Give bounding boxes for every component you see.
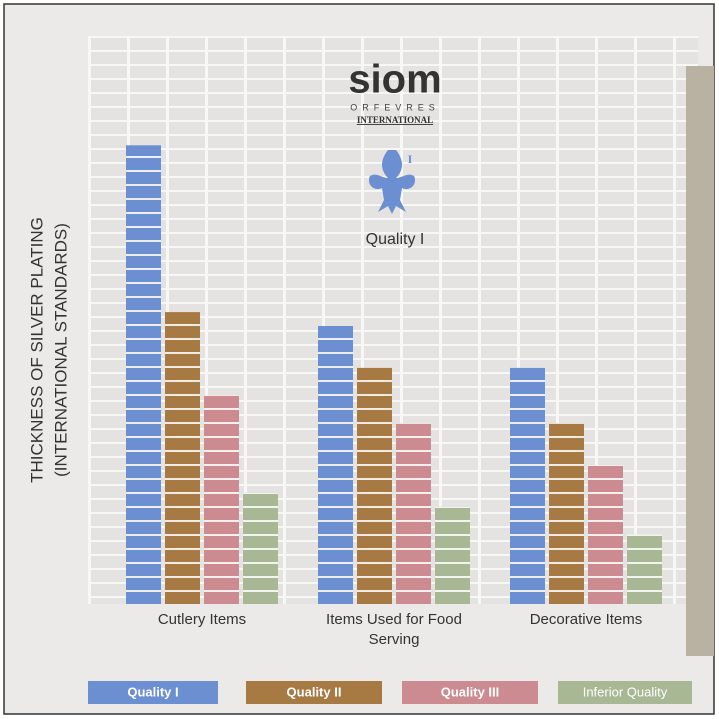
- y-axis-label-line: THICKNESS OF SILVER PLATING: [27, 217, 46, 483]
- x-tick-label: Cutlery Items: [157, 611, 247, 628]
- bar-stripes: [549, 423, 584, 604]
- bar-stripes: [510, 367, 545, 604]
- y-axis-label-line: (INTERNATIONAL STANDARDS): [51, 223, 70, 477]
- legend-label: Inferior Quality: [583, 684, 668, 699]
- bar-stripes: [165, 312, 200, 604]
- bar-stripes: [318, 326, 353, 604]
- bar-stripes: [204, 395, 239, 604]
- legend-label: Quality I: [127, 684, 178, 699]
- legend-swatch: [246, 681, 382, 704]
- bar-stripes: [357, 367, 392, 604]
- logo: siom ORFEVRES INTERNATIONAL I Quality I: [348, 58, 441, 249]
- side-panel: [686, 66, 714, 656]
- legend-label: Quality II: [287, 684, 342, 699]
- bar-stripes: [243, 492, 278, 604]
- legend-swatch: [558, 681, 692, 704]
- fleur-de-lis: [368, 150, 416, 214]
- logo-caption: Quality I: [366, 231, 425, 248]
- y-axis-label: THICKNESS OF SILVER PLATING (INTERNATIONA…: [27, 217, 70, 483]
- bar-stripes: [126, 145, 161, 605]
- x-tick-label: Items Used for Food Serving: [326, 611, 462, 648]
- logo-line2: INTERNATIONAL: [357, 115, 433, 125]
- logo-mark: I: [408, 152, 413, 166]
- x-tick-label: Decorative Items: [529, 611, 643, 628]
- legend-swatch: [88, 681, 218, 704]
- legend-swatch: [402, 681, 538, 704]
- bar-stripes: [435, 506, 470, 604]
- bar-stripes: [627, 534, 662, 604]
- logo-line1: ORFEVRES: [350, 102, 440, 112]
- bar-stripes: [588, 465, 623, 604]
- bar-stripes: [396, 423, 431, 604]
- legend-label: Quality III: [441, 684, 500, 699]
- logo-brand: siom: [348, 58, 441, 102]
